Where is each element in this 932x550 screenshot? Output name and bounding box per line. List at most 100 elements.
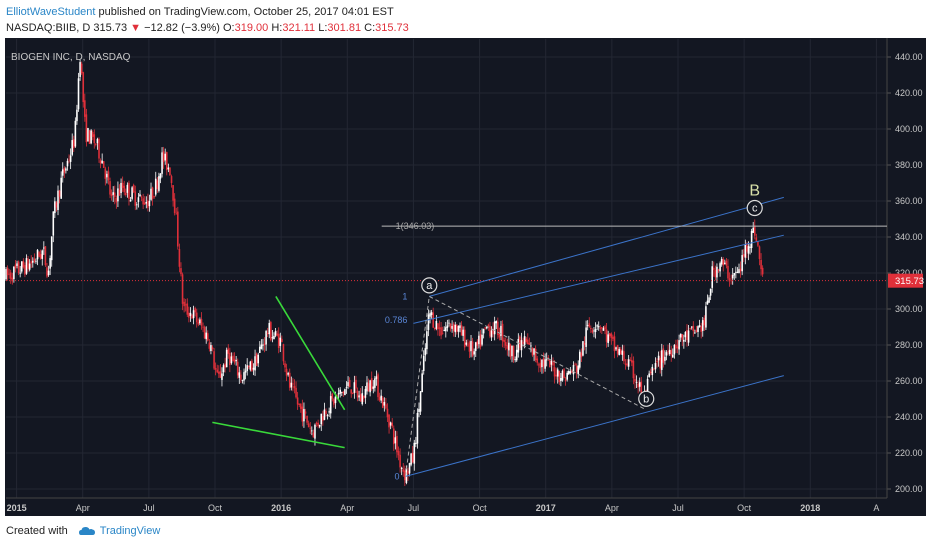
price-chart[interactable]: 200.00 220.00 240.00 260.00 280.00 300.00 320.…	[5, 38, 926, 516]
candle-body	[640, 381, 643, 396]
candle-body	[96, 138, 99, 144]
author-link[interactable]: ElliotWaveStudent	[6, 6, 96, 18]
tradingview-link[interactable]: TradingView	[99, 525, 161, 537]
candle-body	[359, 394, 362, 402]
candle-body	[221, 373, 223, 380]
candle-body	[467, 344, 469, 346]
candle-body	[274, 331, 277, 336]
candle-body	[342, 391, 345, 394]
candle-body	[701, 320, 704, 331]
candle-body	[553, 367, 556, 377]
candle-body	[416, 412, 419, 444]
candle-body	[631, 359, 633, 363]
candle-body	[69, 155, 72, 162]
candle-body	[91, 132, 94, 137]
candle-body	[194, 308, 196, 313]
candle-body	[708, 297, 710, 303]
candle-body	[326, 415, 329, 416]
candle-body	[500, 325, 502, 336]
candle-body	[293, 385, 296, 389]
candle-body	[288, 372, 291, 388]
candle-body	[457, 326, 460, 332]
wave-label-circle	[638, 390, 655, 407]
candle-body	[449, 323, 452, 329]
candle-body	[697, 326, 699, 332]
candle-body	[607, 334, 609, 343]
candle-body	[468, 342, 471, 352]
candle-body	[602, 328, 605, 331]
candle-body	[229, 352, 231, 366]
candle-body	[61, 169, 64, 176]
symbol-label: NASDAQ:BIIB, D	[6, 22, 91, 34]
candle-body	[318, 424, 321, 427]
candle-body	[247, 365, 250, 368]
x-tick-label: Apr	[76, 503, 90, 513]
candle-body	[678, 340, 680, 350]
candle-body	[681, 334, 684, 340]
candle-body	[750, 231, 753, 248]
candle-body	[328, 411, 330, 413]
publish-info: ElliotWaveStudent published on TradingVi…	[6, 6, 394, 18]
x-tick-label: Oct	[737, 503, 752, 513]
candle-body	[667, 351, 669, 352]
candle-body	[145, 201, 148, 204]
high-value: 321.11	[282, 22, 316, 34]
candle-body	[249, 361, 252, 370]
candle-body	[241, 380, 244, 381]
candle-body	[131, 187, 133, 199]
candle-body	[156, 180, 159, 189]
candle-body	[36, 249, 39, 260]
candle-body	[192, 310, 195, 319]
candle-body	[180, 268, 182, 275]
candle-body	[153, 196, 155, 198]
candle-body	[616, 344, 619, 354]
quote-line: NASDAQ:BIIB, D 315.73 ▼ −12.82 (−3.9%) O…	[6, 22, 409, 34]
channel-middle-line	[413, 234, 784, 324]
candle-body	[698, 325, 701, 328]
publish-text: published on TradingView.com, October 25…	[95, 6, 394, 18]
candle-body	[549, 360, 551, 368]
candle-body	[482, 329, 485, 334]
candle-body	[545, 359, 548, 361]
candle-body	[555, 374, 557, 377]
candle-body	[240, 374, 242, 380]
candle-body	[443, 329, 446, 332]
candle-body	[154, 178, 157, 195]
candle-body	[437, 323, 439, 330]
candle-body	[626, 363, 628, 366]
y-tick-label: 220.00	[895, 448, 923, 458]
change-value: −12.82 (−3.9%)	[144, 22, 220, 34]
candle-body	[438, 327, 441, 330]
candle-body	[706, 300, 709, 305]
candle-body	[465, 342, 468, 345]
candle-body	[104, 168, 107, 179]
candle-body	[637, 383, 639, 388]
candle-body	[408, 463, 411, 474]
candle-body	[703, 317, 706, 326]
candle-body	[35, 260, 37, 262]
fib-level-label: 1	[402, 291, 407, 301]
chart-area[interactable]: 200.00 220.00 240.00 260.00 280.00 300.00 320.…	[5, 38, 926, 516]
candle-body	[511, 345, 513, 357]
x-tick-label: 2018	[800, 503, 820, 513]
candle-body	[125, 192, 127, 195]
candle-body	[716, 266, 718, 278]
created-with-text: Created with	[6, 525, 68, 537]
candle-body	[627, 359, 630, 367]
candle-body	[489, 325, 491, 337]
candle-body	[263, 343, 266, 346]
candle-body	[214, 367, 217, 370]
candle-body	[591, 330, 594, 333]
candle-body	[684, 331, 687, 338]
candle-body	[270, 322, 272, 341]
candle-body	[142, 198, 144, 205]
candle-body	[307, 423, 310, 428]
candle-body	[164, 153, 167, 161]
candle-body	[350, 389, 353, 394]
candle-body	[123, 185, 126, 193]
candle-body	[306, 415, 308, 423]
candle-body	[503, 339, 505, 343]
candle-body	[657, 355, 660, 361]
candle-body	[593, 330, 595, 332]
x-tick-label: Jul	[143, 503, 155, 513]
